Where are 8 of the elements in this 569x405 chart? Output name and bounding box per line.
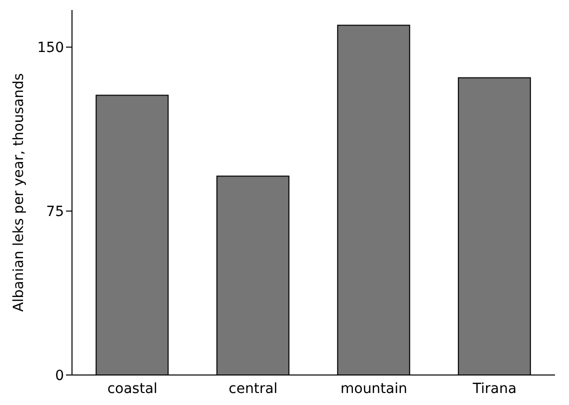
y-tick-label: 150 xyxy=(37,40,64,56)
y-tick-label: 75 xyxy=(46,204,64,220)
y-tick-label: 0 xyxy=(55,368,64,384)
x-tick-label: mountain xyxy=(340,380,408,397)
x-tick-label: central xyxy=(228,380,278,397)
x-tick-label: coastal xyxy=(107,380,158,397)
x-tick-label: Tirana xyxy=(472,380,517,397)
y-axis-title: Albanian leks per year, thousands xyxy=(10,73,27,312)
